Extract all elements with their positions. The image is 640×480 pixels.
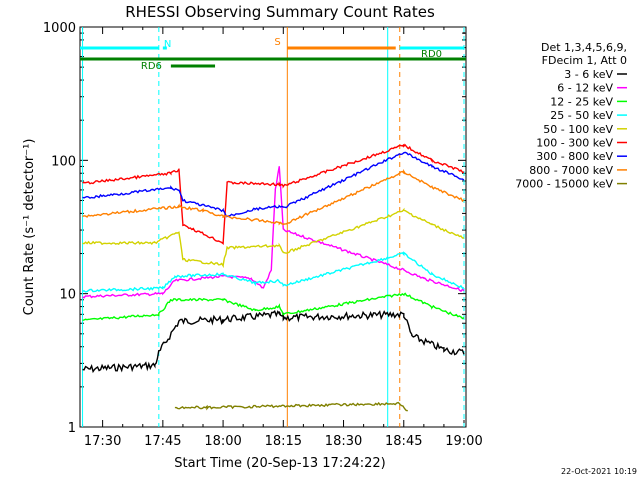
y-axis-label: Count Rate (s⁻¹ detector⁻¹) [22,139,37,316]
legend-entry-label: 7000 - 15000 keV [515,178,613,191]
series-line [82,251,465,293]
legend-entry-label: 300 - 800 keV [536,150,613,163]
series-line [82,310,465,374]
y-tick-label: 1 [68,421,76,436]
legend-entry-label: 12 - 25 keV [550,95,613,108]
plot-area [79,26,467,428]
axis-ticks: 17:30 17:45 18:00 18:15 18:30 18:45 19:00 1 10 10… [43,21,483,449]
x-tick-label: 18:30 [325,434,362,449]
state-bar-label: RD0 [421,49,442,60]
state-bars: N S RD0 RD6 [80,37,466,72]
chart-title: RHESSI Observing Summary Count Rates [125,3,435,21]
x-tick-label: 17:30 [84,434,121,449]
legend-entry-label: 3 - 6 keV [564,68,613,81]
x-tick-label: 17:45 [144,434,181,449]
x-tick-label: 18:15 [265,434,302,449]
legend-entry-label: 50 - 100 keV [543,123,613,136]
legend-entry-label: 800 - 7000 keV [529,164,613,177]
legend: Det 1,3,4,5,6,9, FDecim 1, Att 0 3 - 6 k… [515,41,627,191]
x-tick-label: 19:00 [445,434,482,449]
state-bar-label: RD6 [141,61,162,72]
legend-header-line-2: FDecim 1, Att 0 [542,54,627,67]
series-line [82,143,465,246]
series-line [82,168,465,226]
time-markers [82,27,465,427]
state-bar-label: N [164,39,171,50]
state-bar-label: S [274,37,280,48]
series-line [82,207,465,269]
series-line [82,166,465,299]
series-line [82,151,465,218]
legend-entry-label: 6 - 12 keV [557,82,613,95]
legend-header-line-1: Det 1,3,4,5,6,9, [541,41,627,54]
y-tick-label: 100 [51,154,76,169]
footer-date: 22-Oct-2021 10:19 [561,467,637,476]
legend-entry-label: 25 - 50 keV [550,109,613,122]
legend-entry-label: 100 - 300 keV [536,137,613,150]
plot-frame [79,26,467,428]
series-line [82,292,465,321]
y-tick-label: 10 [59,288,76,303]
x-tick-label: 18:45 [385,434,422,449]
series-lines [82,143,465,412]
y-tick-label: 1000 [43,21,76,36]
x-tick-label: 18:00 [204,434,241,449]
x-axis-label: Start Time (20-Sep-13 17:24:22) [174,456,385,471]
series-line [174,401,408,412]
